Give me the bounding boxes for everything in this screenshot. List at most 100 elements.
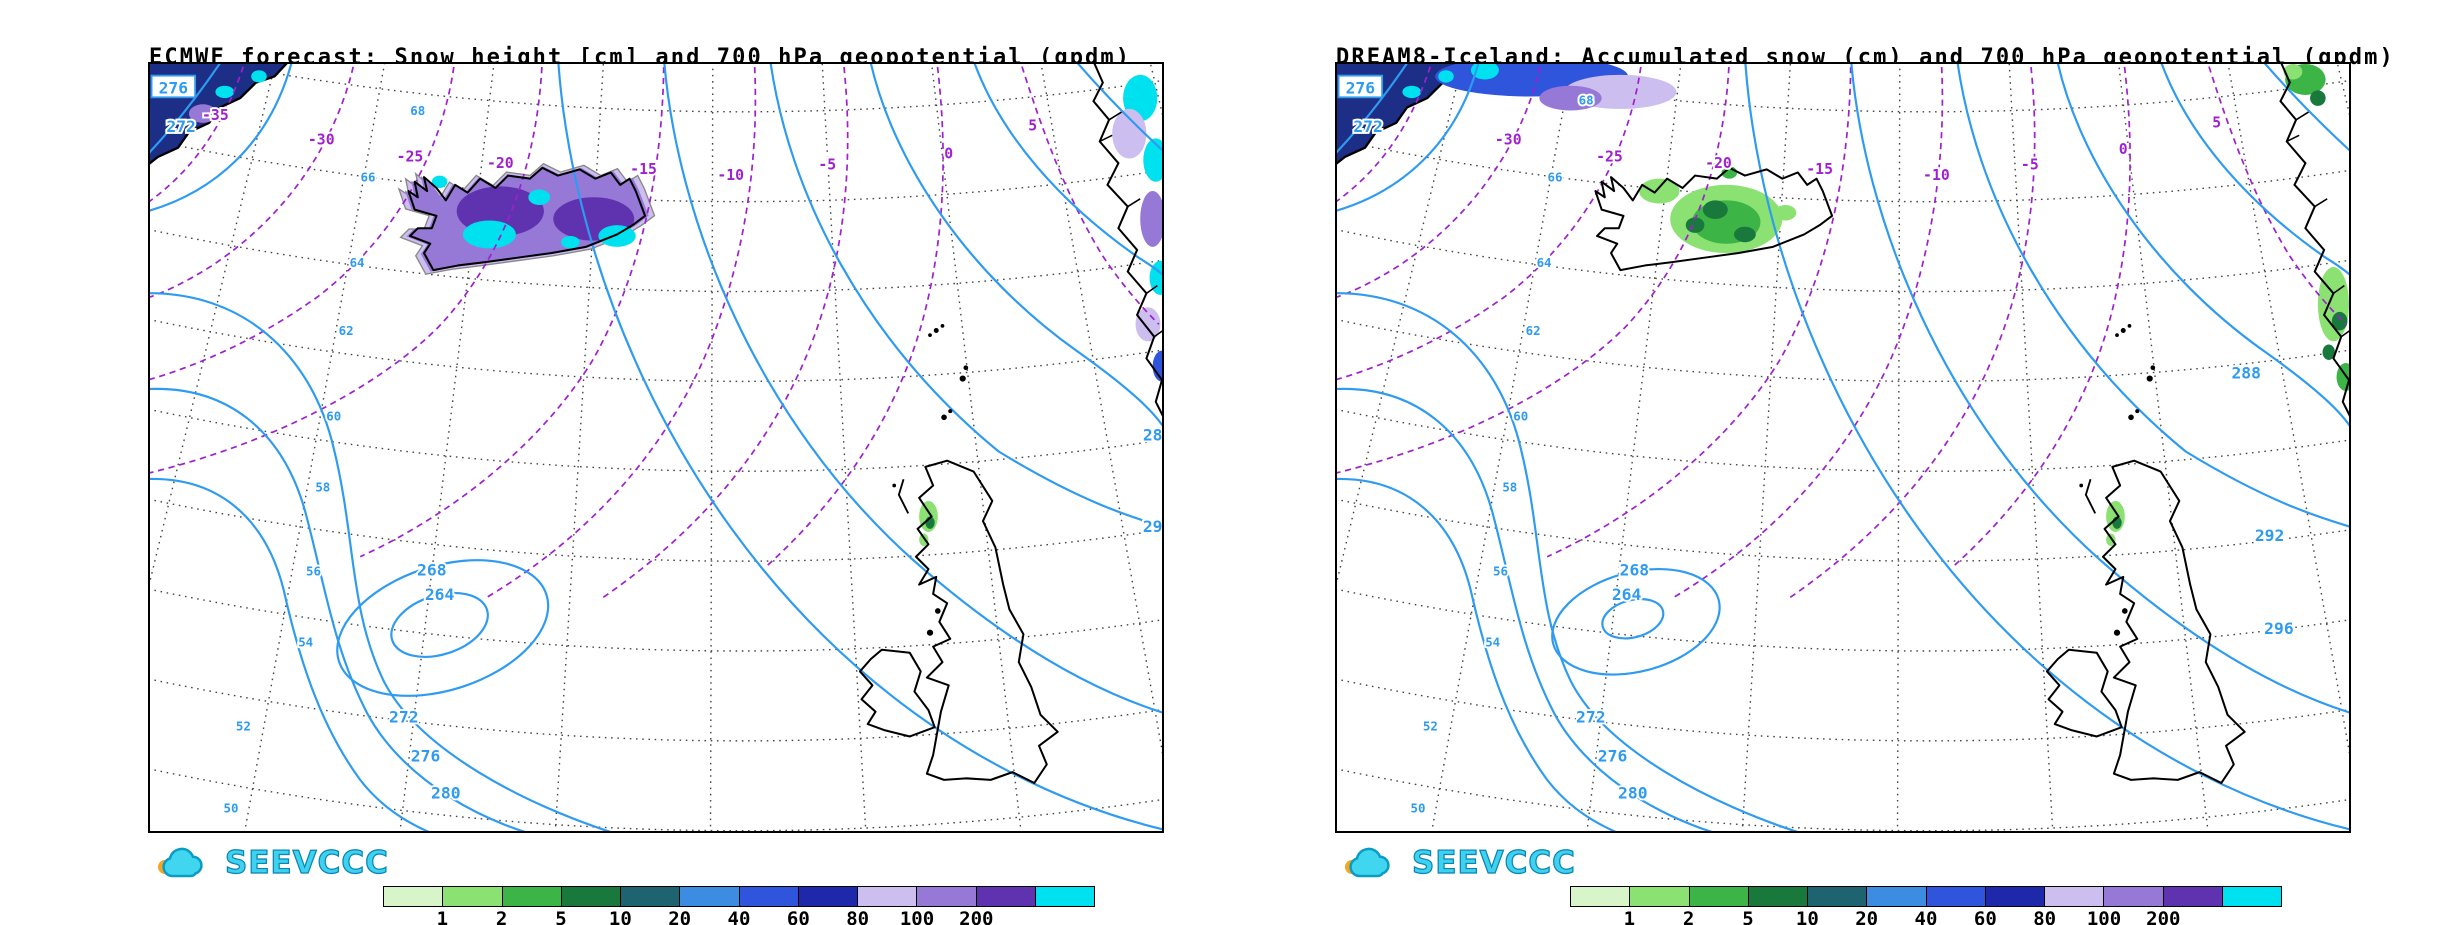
latitude-label: 64 (1537, 255, 1552, 270)
colorbar-tick-label: 10 (608, 908, 632, 925)
geopotential-label: 276 (1598, 746, 1628, 765)
colorbar-segments (1570, 886, 2282, 907)
temperature-label: -15 (1806, 161, 1833, 178)
colorbar-segment (1571, 887, 1630, 906)
colorbar-segment (1866, 887, 1926, 906)
temperature-label: -20 (487, 155, 514, 172)
coastlines (1594, 64, 2349, 784)
colorbar-tick-label: 60 (1973, 908, 1997, 925)
geopotential-label: 296 (2264, 619, 2294, 638)
logo-text: SEEVCCC (1411, 844, 1576, 881)
temperature-label: -35 (202, 107, 229, 124)
temperature-label: -10 (717, 167, 744, 184)
colorbar-tick-label: 80 (846, 908, 870, 925)
colorbar-tick-label: 60 (786, 908, 810, 925)
geopotential-label: 272 (389, 708, 419, 727)
geopotential-label: 28 (1143, 426, 1162, 445)
temperature-label: 0 (2119, 141, 2128, 158)
colorbar-segment (442, 887, 502, 906)
colorbar-tick-label: 5 (555, 908, 567, 925)
colorbar-segment (501, 887, 561, 906)
colorbar-tick-label: 100 (899, 908, 935, 925)
colorbar-tick-label: 10 (1795, 908, 1819, 925)
latitude-label: 68 (1579, 92, 1594, 107)
temperature-label: 5 (2212, 115, 2221, 132)
colorbar-segment (620, 887, 680, 906)
geopotential-label: 280 (1618, 783, 1648, 802)
latitude-label: 54 (298, 635, 313, 650)
colorbar-tick-label: 20 (668, 908, 692, 925)
map-labels: 6866646260585654525027226826427227628028… (150, 74, 1162, 817)
cloud-icon (1345, 847, 1390, 878)
colorbar-segment (1984, 887, 2044, 906)
colorbar-segments (383, 886, 1095, 907)
geopotential-label: 264 (1612, 585, 1642, 604)
geopotential-label: 268 (1620, 560, 1650, 579)
temperature-label: -25 (397, 149, 424, 166)
geopotential-label-boxed: 276 (1346, 78, 1376, 97)
latitude-label: 68 (410, 103, 425, 118)
logo-text: SEEVCCC (224, 844, 389, 881)
temperature-isotherms (1337, 64, 2347, 600)
geopotential-label: 268 (417, 560, 447, 579)
geopotential-label: 276 (411, 746, 441, 765)
colorbar-segment (857, 887, 917, 906)
colorbar-segment (2103, 887, 2163, 906)
latitude-label: 64 (350, 255, 365, 270)
colorbar-tick-label: 80 (2033, 908, 2057, 925)
temperature-label: -15 (630, 161, 657, 178)
latitude-label: 60 (326, 408, 341, 423)
geopotential-label: 29 (1143, 517, 1162, 536)
colorbar-segment (975, 887, 1035, 906)
seevccc-logo: SEEVCCC (152, 843, 389, 883)
colorbar-tick-label: 2 (1682, 908, 1695, 925)
cloud-icon (158, 847, 203, 878)
colorbar-segment (916, 887, 976, 906)
colorbar-segment (797, 887, 857, 906)
colorbar-labels: 1 2 5 10 20 40 60 80 100 200 (383, 907, 1095, 925)
latitude-label: 52 (1423, 718, 1438, 733)
temperature-isotherms (150, 64, 1160, 600)
colorbar-segment (738, 887, 798, 906)
colorbar-segment (560, 887, 620, 906)
colorbar-tick-label: 20 (1855, 908, 1879, 925)
latitude-label: 66 (360, 170, 375, 185)
colorbar-tick-label: 200 (959, 908, 994, 925)
geopotential-contours (150, 64, 1162, 831)
colorbar-tick-label: 40 (727, 908, 751, 925)
colorbar-tick-label: 40 (1914, 908, 1938, 925)
temperature-label: -30 (1495, 132, 1522, 149)
colorbar-segment (1034, 887, 1094, 906)
temperature-label: -5 (818, 156, 836, 173)
colorbar-segment (1747, 887, 1807, 906)
graticule (1337, 64, 2349, 831)
colorbar-segment (2044, 887, 2104, 906)
graticule (150, 64, 1162, 831)
map-ecmwf: 68 66 64 62 60 58 56 54 52 50 272 268 264 272 276 280 28… (148, 62, 1164, 833)
geopotential-contours (1337, 64, 2349, 831)
colorbar-segment (1629, 887, 1689, 906)
latitude-label: 56 (306, 563, 321, 578)
geopotential-label: 272 (166, 117, 196, 136)
colorbar-segment (2162, 887, 2222, 906)
geopotential-label: 264 (425, 585, 455, 604)
latitude-label: 50 (223, 800, 238, 815)
coastlines (407, 64, 1162, 784)
colorbar-tick-label: 2 (495, 908, 508, 925)
colorbar-segment (679, 887, 739, 906)
latitude-label: 56 (1493, 563, 1508, 578)
geopotential-label-boxed: 276 (159, 78, 189, 97)
latitude-label: 58 (1502, 480, 1517, 495)
colorbar-segment (2221, 887, 2281, 906)
geopotential-label: 292 (2255, 526, 2285, 545)
colorbar-tick-label: 1 (436, 908, 449, 925)
temperature-label: -20 (1705, 155, 1732, 172)
colorbar-tick-label: 5 (1742, 908, 1754, 925)
latitude-label: 54 (1485, 635, 1500, 650)
latitude-label: 62 (1526, 323, 1541, 338)
colorbar-segment (1925, 887, 1985, 906)
map-dream8: 68 66 64 62 60 58 56 54 52 50 272 268 264 272 276 280 28… (1335, 62, 2351, 833)
panel-dream8: DREAM8-Iceland: Accumulated snow (cm) an… (1187, 0, 2449, 925)
colorbar-tick-label: 200 (2146, 908, 2181, 925)
colorbar-segment (1807, 887, 1867, 906)
